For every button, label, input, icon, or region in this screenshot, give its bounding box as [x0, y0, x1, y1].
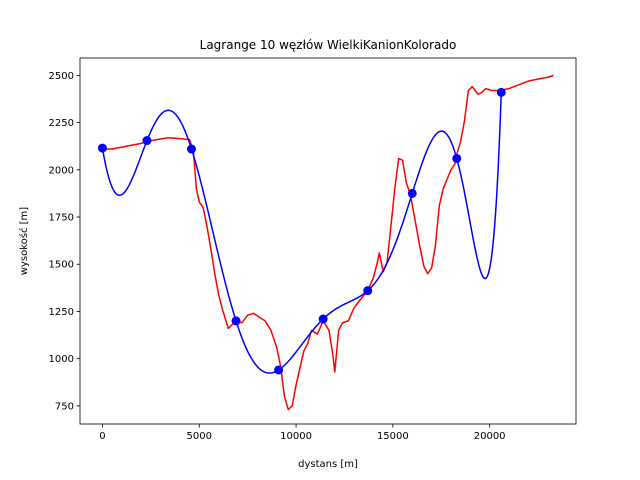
y-axis-label: wysokość [m]	[18, 207, 30, 276]
plot-frame	[79, 57, 577, 425]
y-tick-label: 1500	[49, 260, 74, 271]
node-point	[187, 144, 197, 154]
x-tick-label: 10000	[280, 431, 312, 442]
y-tick-label: 1750	[49, 213, 74, 224]
y-tick-label: 750	[55, 401, 74, 412]
y-tick-label: 2000	[49, 165, 74, 176]
series-line-profile	[102, 74, 554, 411]
y-tick-label: 1250	[49, 307, 74, 318]
node-point	[496, 87, 506, 97]
node-point	[318, 314, 328, 324]
x-axis-label: dystans [m]	[298, 459, 358, 470]
x-tick-label: 15000	[377, 431, 409, 442]
node-point	[231, 316, 241, 326]
x-axis: 0 5000 10000 15000 20000	[99, 424, 506, 442]
x-tick-label: 0	[99, 431, 105, 442]
y-tick-label: 2250	[49, 118, 74, 129]
node-point	[407, 188, 417, 198]
y-tick-label: 1000	[49, 354, 74, 365]
node-point	[363, 286, 373, 296]
node-point	[452, 153, 462, 163]
node-point	[142, 136, 152, 146]
series-layer	[97, 74, 554, 411]
node-point	[274, 365, 284, 375]
x-tick-label: 20000	[474, 431, 506, 442]
x-tick-label: 5000	[187, 431, 212, 442]
series-line-interpolation	[101, 92, 503, 374]
y-tick-label: 2500	[49, 71, 74, 82]
chart-title: Lagrange 10 węzłów WielkiKanionKolorado	[200, 38, 457, 52]
node-point	[97, 143, 107, 153]
y-axis: 750 1000 1250 1500 1750 2000 2250 2500	[49, 71, 80, 412]
